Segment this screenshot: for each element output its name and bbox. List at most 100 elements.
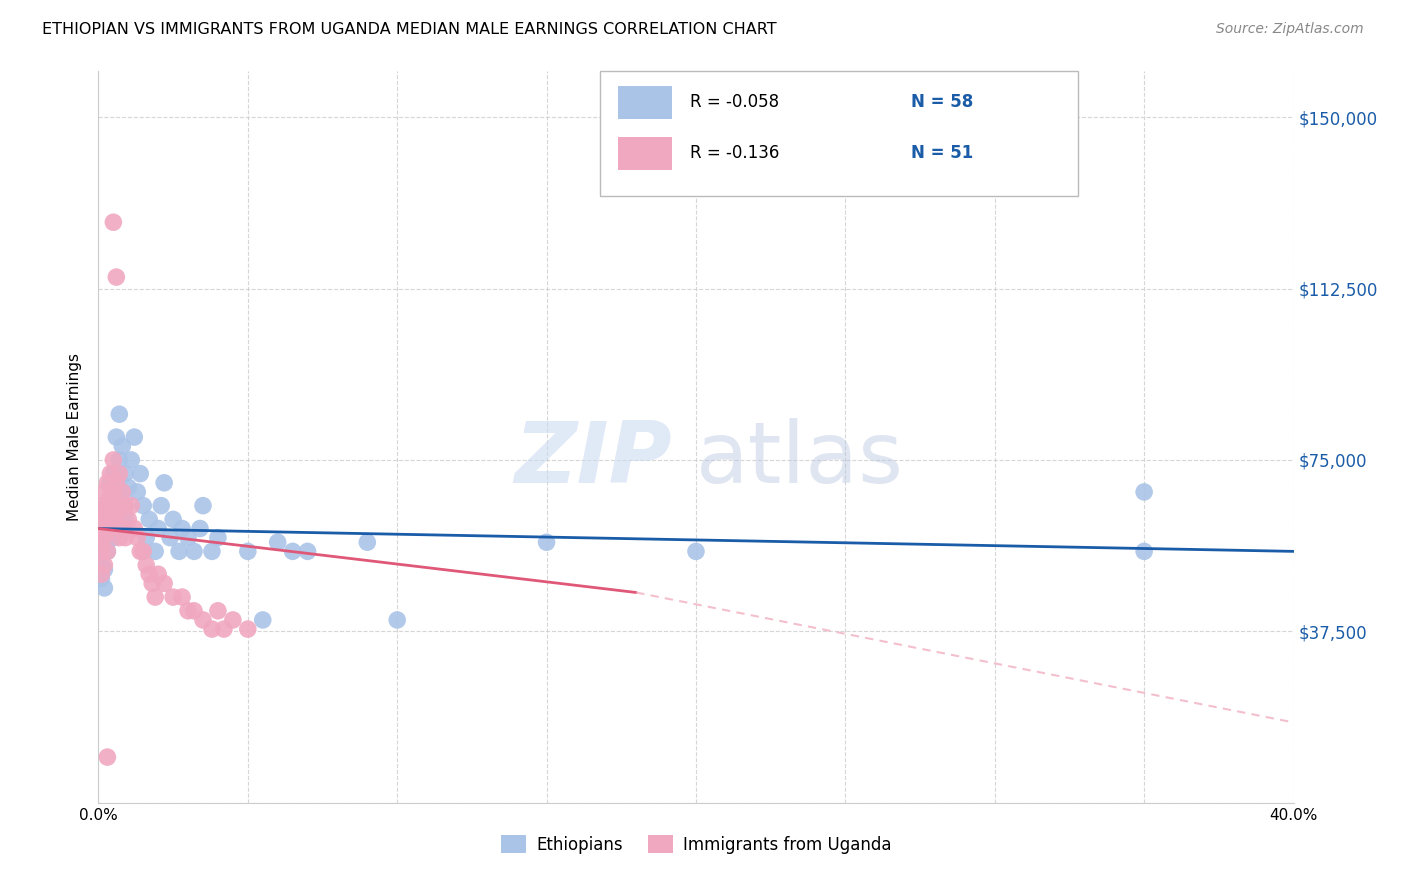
Point — [236, 622, 259, 636]
Point — [96, 521, 118, 535]
Point — [93, 521, 115, 535]
Point — [98, 508, 122, 522]
Point — [143, 590, 166, 604]
Point — [148, 521, 170, 535]
Point — [98, 531, 122, 545]
Point — [124, 521, 146, 535]
Point — [93, 558, 115, 573]
Point — [236, 544, 259, 558]
Point — [120, 453, 142, 467]
Point — [93, 531, 115, 545]
Point — [1133, 544, 1156, 558]
Point — [90, 535, 112, 549]
Point — [212, 622, 235, 636]
Point — [117, 512, 139, 526]
Point — [98, 490, 122, 504]
Point — [90, 544, 112, 558]
Point — [105, 430, 128, 444]
Point — [98, 467, 122, 481]
Point — [162, 590, 184, 604]
Point — [191, 499, 214, 513]
Point — [172, 521, 194, 535]
Point — [132, 499, 155, 513]
Point — [150, 499, 173, 513]
Text: N = 51: N = 51 — [911, 145, 973, 162]
Point — [222, 613, 245, 627]
Text: ETHIOPIAN VS IMMIGRANTS FROM UGANDA MEDIAN MALE EARNINGS CORRELATION CHART: ETHIOPIAN VS IMMIGRANTS FROM UGANDA MEDI… — [42, 22, 776, 37]
Point — [183, 544, 205, 558]
Point — [93, 563, 115, 577]
Point — [103, 453, 125, 467]
Point — [201, 622, 224, 636]
FancyBboxPatch shape — [619, 137, 672, 170]
Point — [98, 521, 122, 535]
Point — [105, 484, 128, 499]
Point — [111, 439, 134, 453]
Point — [117, 480, 139, 494]
Point — [153, 576, 176, 591]
Point — [103, 531, 125, 545]
Point — [96, 499, 118, 513]
Text: N = 58: N = 58 — [911, 93, 973, 112]
Point — [135, 558, 157, 573]
Point — [129, 467, 152, 481]
Point — [124, 430, 146, 444]
Point — [536, 535, 558, 549]
Point — [93, 581, 115, 595]
Point — [108, 499, 131, 513]
Point — [385, 613, 409, 627]
Legend: Ethiopians, Immigrants from Uganda: Ethiopians, Immigrants from Uganda — [495, 829, 897, 860]
Point — [96, 475, 118, 490]
Point — [103, 499, 125, 513]
Point — [114, 512, 136, 526]
Point — [148, 567, 170, 582]
Point — [138, 567, 160, 582]
Point — [90, 567, 112, 582]
Point — [114, 531, 136, 545]
Point — [297, 544, 319, 558]
FancyBboxPatch shape — [600, 71, 1078, 195]
Point — [93, 484, 115, 499]
Text: R = -0.058: R = -0.058 — [690, 93, 779, 112]
Point — [183, 604, 205, 618]
Point — [177, 531, 200, 545]
Point — [153, 475, 176, 490]
Point — [207, 604, 229, 618]
Point — [191, 613, 214, 627]
Point — [162, 512, 184, 526]
Text: atlas: atlas — [696, 417, 904, 500]
Point — [103, 467, 125, 481]
Point — [685, 544, 707, 558]
Point — [93, 508, 115, 522]
Point — [177, 604, 200, 618]
Text: Source: ZipAtlas.com: Source: ZipAtlas.com — [1216, 22, 1364, 37]
Point — [207, 531, 229, 545]
Point — [103, 512, 125, 526]
Point — [143, 544, 166, 558]
Point — [138, 512, 160, 526]
Point — [127, 531, 149, 545]
Point — [132, 544, 155, 558]
Point — [108, 499, 131, 513]
Y-axis label: Median Male Earnings: Median Male Earnings — [67, 353, 83, 521]
Point — [103, 215, 125, 229]
Point — [111, 484, 134, 499]
Point — [114, 499, 136, 513]
Point — [127, 484, 149, 499]
Point — [90, 572, 112, 586]
Point — [105, 475, 128, 490]
FancyBboxPatch shape — [619, 86, 672, 119]
Point — [105, 508, 128, 522]
Point — [114, 467, 136, 481]
Point — [141, 576, 163, 591]
Point — [111, 484, 134, 499]
Point — [267, 535, 290, 549]
Point — [98, 475, 122, 490]
Point — [252, 613, 274, 627]
Point — [159, 531, 181, 545]
Point — [96, 544, 118, 558]
Point — [96, 521, 118, 535]
Point — [201, 544, 224, 558]
Point — [356, 535, 378, 549]
Point — [1133, 484, 1156, 499]
